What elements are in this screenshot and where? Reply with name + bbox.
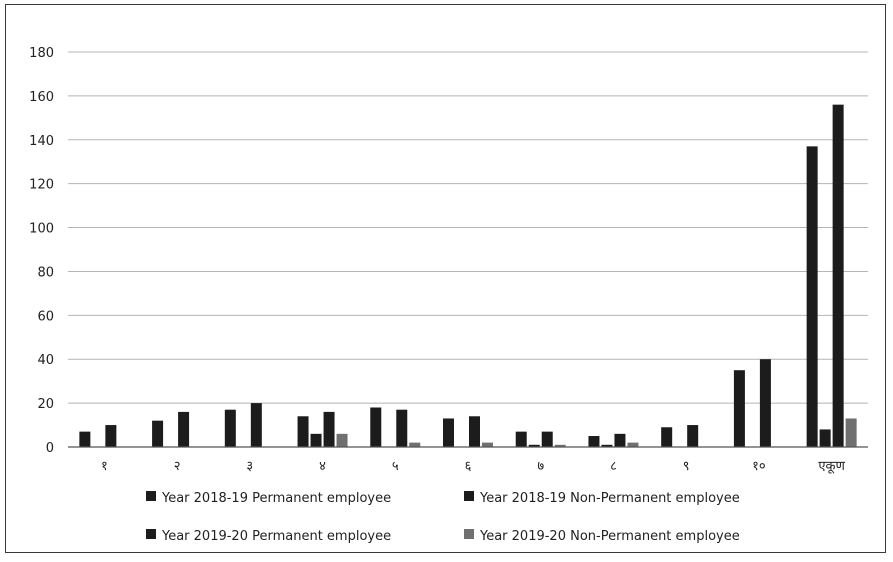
legend-swatch bbox=[146, 529, 156, 539]
x-tick-label: ६ bbox=[465, 459, 472, 474]
legend-swatch bbox=[146, 491, 156, 501]
bar-series-1-cat-11 bbox=[806, 146, 818, 447]
x-tick-label: ४ bbox=[319, 459, 326, 474]
y-tick-label: 140 bbox=[29, 134, 54, 149]
bar-series-3-cat-10 bbox=[759, 359, 771, 447]
bar-series-3-cat-2 bbox=[178, 411, 190, 447]
bar-series-1-cat-8 bbox=[588, 436, 600, 447]
bar-series-1-cat-5 bbox=[370, 407, 382, 447]
bars bbox=[79, 104, 857, 448]
bar-series-4-cat-8 bbox=[627, 442, 639, 447]
x-axis-ticks: १ २ ३ ४ ५ ६ ७ ८ ९ १० एकूण bbox=[101, 459, 846, 474]
bar-series-3-cat-5 bbox=[396, 409, 408, 447]
bar-series-1-cat-6 bbox=[443, 418, 454, 447]
x-tick-label: एकूण bbox=[818, 459, 845, 474]
bar-series-2-cat-11 bbox=[819, 429, 831, 447]
bar-series-2-cat-4 bbox=[310, 433, 322, 447]
bar-series-4-cat-4 bbox=[336, 433, 348, 447]
bar-series-4-cat-7 bbox=[554, 444, 566, 447]
bar-series-3-cat-3 bbox=[250, 403, 262, 447]
bar-series-2-cat-7 bbox=[528, 444, 540, 447]
x-tick-label: ८ bbox=[610, 459, 617, 474]
y-tick-label: 40 bbox=[37, 353, 54, 368]
x-tick-label: ७ bbox=[537, 459, 544, 474]
bar-series-3-cat-4 bbox=[323, 411, 335, 447]
x-tick-label: ५ bbox=[392, 459, 399, 474]
y-tick-label: 100 bbox=[29, 222, 54, 237]
x-tick-label: ९ bbox=[683, 459, 690, 474]
legend-label: Year 2019-20 Permanent employee bbox=[161, 529, 391, 544]
bar-series-3-cat-1 bbox=[105, 425, 117, 447]
y-tick-label: 80 bbox=[37, 265, 54, 280]
bar-series-1-cat-1 bbox=[79, 431, 91, 447]
y-tick-label: 20 bbox=[37, 397, 54, 412]
bar-series-4-cat-6 bbox=[482, 442, 493, 447]
legend-label: Year 2019-20 Non-Permanent employee bbox=[479, 529, 740, 544]
y-tick-label: 160 bbox=[29, 90, 54, 105]
bar-series-1-cat-2 bbox=[152, 420, 164, 447]
gridlines bbox=[68, 51, 868, 404]
x-tick-label: २ bbox=[174, 459, 181, 474]
x-tick-label: १० bbox=[752, 459, 766, 474]
bar-series-4-cat-5 bbox=[409, 442, 421, 447]
bar-series-3-cat-6 bbox=[469, 416, 480, 447]
legend-label: Year 2018-19 Permanent employee bbox=[161, 491, 391, 506]
y-tick-label: 0 bbox=[46, 441, 54, 456]
legend-swatch bbox=[464, 491, 474, 501]
x-tick-label: ३ bbox=[246, 459, 253, 474]
bar-series-1-cat-4 bbox=[297, 416, 309, 447]
y-tick-label: 180 bbox=[29, 46, 54, 61]
bar-series-1-cat-9 bbox=[661, 427, 673, 447]
x-tick-label: १ bbox=[101, 459, 108, 474]
y-axis-ticks: 0 20 40 60 80 100 120 140 160 180 bbox=[29, 46, 54, 456]
bar-series-1-cat-7 bbox=[515, 431, 527, 447]
bar-series-4-cat-11 bbox=[845, 418, 857, 447]
bar-series-2-cat-8 bbox=[601, 444, 613, 447]
bar-series-3-cat-7 bbox=[541, 431, 553, 447]
legend-label: Year 2018-19 Non-Permanent employee bbox=[479, 491, 740, 506]
bar-series-3-cat-11 bbox=[832, 104, 844, 448]
bar-series-3-cat-9 bbox=[687, 425, 699, 447]
bar-series-3-cat-8 bbox=[614, 433, 626, 447]
legend: Year 2018-19 Permanent employee Year 2018… bbox=[146, 491, 740, 544]
bar-series-1-cat-3 bbox=[224, 409, 236, 447]
y-tick-label: 120 bbox=[29, 178, 54, 193]
legend-swatch bbox=[464, 529, 474, 539]
y-tick-label: 60 bbox=[37, 309, 54, 324]
bar-series-1-cat-10 bbox=[733, 370, 745, 447]
